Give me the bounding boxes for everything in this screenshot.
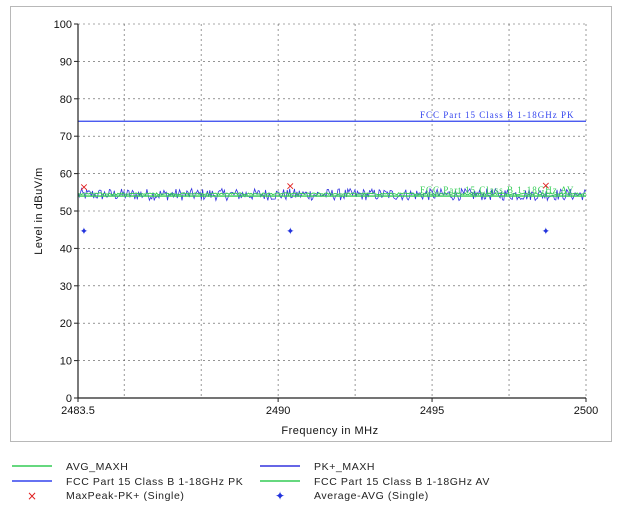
chart-frame [10,6,612,442]
y-tick-label: 90 [60,56,72,68]
marker-layer: × × × ✦ ✦ ✦ [79,179,550,237]
average-marker: ✦ [80,226,88,237]
legend-label-fcc-pk: FCC Part 15 Class B 1-18GHz PK [66,476,243,488]
y-tick-label: 30 [60,281,72,293]
x-tick-label: 2495 [420,405,444,417]
y-tick-label: 10 [60,356,72,368]
grid-layer [78,23,587,399]
legend-label-pk-maxh: PK+_MAXH [314,461,375,473]
legend-swatch-maxpeak: × [27,489,37,503]
y-tick-label: 50 [60,206,72,218]
maxpeak-marker: × [541,179,550,192]
y-tick-label: 20 [60,318,72,330]
legend-label-maxpeak: MaxPeak-PK+ (Single) [66,490,185,502]
y-tick-label: 60 [60,169,72,181]
y-tick-label: 70 [60,131,72,143]
legend-swatch-average: ✦ [275,489,285,503]
y-tick-label: 80 [60,94,72,106]
maxpeak-marker: × [79,181,88,194]
legend-label-avg-maxh: AVG_MAXH [66,461,128,473]
x-axis-title: Frequency in MHz [281,425,378,437]
axis-layer: 0 10 20 30 40 50 60 70 80 90 100 2483.5 2490 2495 2500 [54,19,599,417]
average-marker: ✦ [542,226,550,237]
maxpeak-marker: × [286,180,295,193]
limit-label-pk: FCC Part 15 Class B 1-18GHz PK [420,110,575,120]
x-tick-label: 2500 [574,405,598,417]
x-tick-label: 2483.5 [61,405,95,417]
limit-label-av: FCC Part 15 Class B 1-18GHz AV [420,185,574,195]
legend-label-fcc-av: FCC Part 15 Class B 1-18GHz AV [314,476,490,488]
y-axis-title: Level in dBuV/m [33,167,45,255]
legend-label-average: Average-AVG (Single) [314,490,429,502]
legend: AVG_MAXH PK+_MAXH FCC Part 15 Class B 1-… [12,461,490,503]
average-marker: ✦ [286,226,294,237]
trace-avg-maxh [77,192,587,196]
y-tick-label: 40 [60,243,72,255]
x-tick-label: 2490 [266,405,290,417]
y-tick-label: 100 [54,19,72,31]
trace-layer: FCC Part 15 Class B 1-18GHz PK FCC Part 1… [77,110,587,202]
y-tick-label: 0 [66,393,72,405]
